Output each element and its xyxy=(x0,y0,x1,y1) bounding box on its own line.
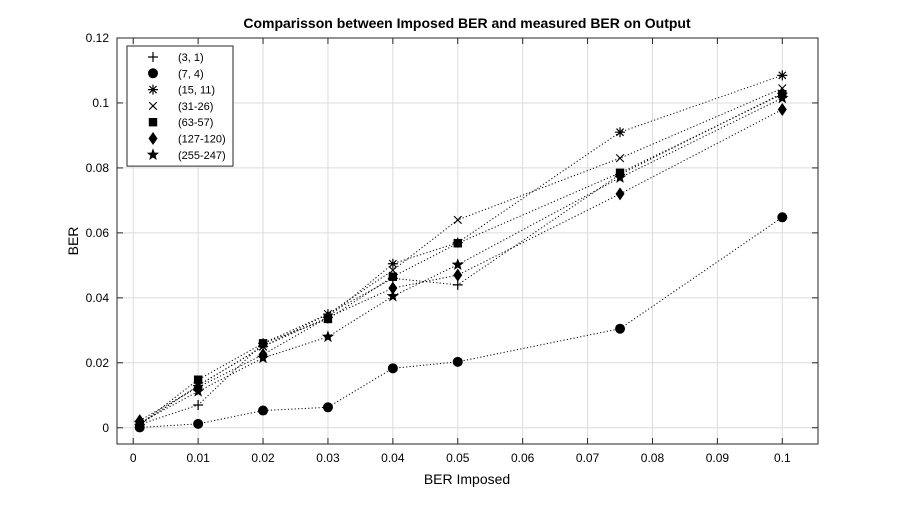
legend-marker-circle xyxy=(148,68,158,79)
data-point-star xyxy=(321,330,335,343)
data-point-circle xyxy=(322,402,333,413)
x-tick-label: 0.05 xyxy=(446,451,470,465)
data-point-asterisk xyxy=(777,70,788,81)
legend-marker-plus xyxy=(148,52,158,62)
data-point-x xyxy=(453,215,462,225)
series-lines xyxy=(139,74,783,428)
x-tick-label: 0.03 xyxy=(316,451,340,465)
data-point-x xyxy=(615,153,625,163)
x-tick-label: 0 xyxy=(130,451,137,465)
x-tick-labels: 0 0.01 0.02 0.03 0.04 0.05 0.06 0.07 0.08 0.09 0.1 xyxy=(130,451,791,465)
x-tick-label: 0.06 xyxy=(511,451,535,465)
y-tick-label: 0.12 xyxy=(86,31,110,45)
y-tick-label: 0 xyxy=(102,421,109,435)
legend-label: (15, 11) xyxy=(178,85,215,97)
series-line xyxy=(139,97,783,424)
legend-label: (127-120) xyxy=(178,134,226,146)
x-tick-label: 0.07 xyxy=(576,451,600,465)
plot-area xyxy=(117,38,818,444)
data-point-star xyxy=(386,289,400,302)
grid-lines xyxy=(117,37,818,444)
y-tick-label: 0.08 xyxy=(86,161,110,175)
data-point-square xyxy=(388,272,398,281)
axis-ticks xyxy=(117,37,818,444)
legend-box xyxy=(126,45,234,167)
data-point-diamond xyxy=(323,310,333,324)
data-point-diamond xyxy=(615,187,625,201)
y-tick-label: 0.04 xyxy=(86,291,110,305)
data-point-asterisk xyxy=(615,127,626,138)
legend-label: (63-57) xyxy=(178,117,213,129)
data-point-diamond xyxy=(453,268,463,282)
data-point-circle xyxy=(615,323,626,334)
data-point-star xyxy=(451,258,464,270)
series-marker-group xyxy=(133,91,789,429)
y-tick-labels: 0 0.02 0.04 0.06 0.08 0.1 0.12 xyxy=(86,31,110,435)
data-point-circle xyxy=(387,363,398,374)
series-line xyxy=(139,87,783,425)
data-point-circle xyxy=(452,356,463,367)
x-tick-label: 0.09 xyxy=(706,451,730,465)
series-line xyxy=(139,93,783,425)
plot-frame xyxy=(116,37,819,445)
series-markers xyxy=(133,70,789,433)
legend-label: (3, 1) xyxy=(178,52,204,64)
x-tick-label: 0.01 xyxy=(186,451,210,465)
y-tick-label: 0.06 xyxy=(86,226,110,240)
legend-label: (7, 4) xyxy=(178,68,204,80)
legend: (3, 1) (7, 4) (15, 11) (31-26) (63-57) (127-1… xyxy=(126,45,234,167)
series-marker-group xyxy=(134,212,788,433)
series-line xyxy=(139,92,783,425)
data-point-square xyxy=(453,239,462,248)
data-point-circle xyxy=(777,212,788,223)
legend-marker-square xyxy=(148,118,158,127)
data-point-star xyxy=(776,91,789,104)
legend-marker-star xyxy=(146,148,160,161)
data-point-star xyxy=(256,351,270,364)
legend-marker-asterisk xyxy=(148,84,158,95)
y-axis-label: BER xyxy=(65,227,81,256)
data-point-star xyxy=(133,416,146,429)
data-point-asterisk xyxy=(387,258,398,269)
data-point-square xyxy=(193,375,203,384)
series-line xyxy=(139,74,783,425)
data-point-star xyxy=(191,384,205,397)
data-point-circle xyxy=(258,405,269,416)
chart-title: Comparisson between Imposed BER and meas… xyxy=(243,15,691,31)
data-point-diamond xyxy=(388,281,398,295)
y-tick-label: 0.1 xyxy=(92,96,109,110)
y-tick-label: 0.02 xyxy=(86,356,110,370)
data-point-square xyxy=(258,339,268,348)
legend-marker-diamond xyxy=(148,132,158,145)
legend-label: (255-247) xyxy=(178,150,226,162)
data-point-diamond xyxy=(777,102,787,116)
x-tick-label: 0.02 xyxy=(251,451,275,465)
series-line xyxy=(139,109,783,422)
data-point-circle xyxy=(193,418,204,429)
data-point-star xyxy=(613,171,627,183)
legend-label: (31-26) xyxy=(178,101,213,113)
x-axis-label: BER Imposed xyxy=(424,471,510,487)
x-tick-label: 0.08 xyxy=(641,451,665,465)
x-tick-label: 0.1 xyxy=(774,451,791,465)
data-point-plus xyxy=(193,400,204,411)
x-tick-label: 0.04 xyxy=(381,451,405,465)
legend-marker-x xyxy=(148,101,158,111)
